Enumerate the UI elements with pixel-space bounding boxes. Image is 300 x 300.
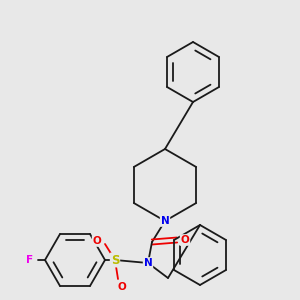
Text: N: N — [144, 258, 152, 268]
Text: O: O — [118, 282, 126, 292]
Text: N: N — [160, 216, 169, 226]
Text: O: O — [93, 236, 101, 246]
Text: S: S — [111, 254, 119, 266]
Text: O: O — [181, 235, 189, 245]
Text: F: F — [26, 255, 34, 265]
